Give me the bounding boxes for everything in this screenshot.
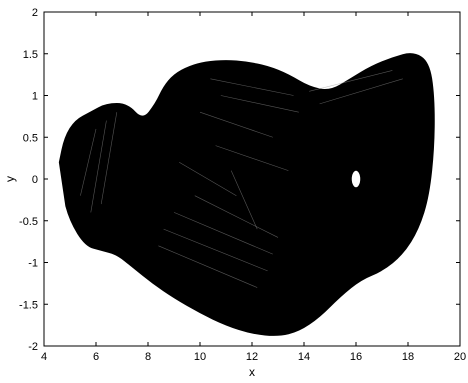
y-tick-label: -1.5 [19, 299, 38, 311]
x-axis-label: x [249, 365, 255, 379]
x-tick-label: 8 [145, 351, 151, 363]
plot-area [58, 53, 435, 336]
trajectory-streak [179, 162, 237, 196]
ticks: 4 6 8 10 12 14 16 18 20 -2 -1.5 -1 -0.5 0 0.5 1 1.5 2 [19, 7, 466, 363]
trajectory-streak [80, 128, 97, 196]
x-tick-label: 12 [246, 351, 258, 363]
attractor-hole [350, 169, 362, 189]
trajectory-streak [100, 112, 118, 205]
attractor-region [58, 53, 435, 336]
trajectory-streak [230, 170, 258, 230]
trajectory-streak [220, 95, 299, 113]
x-tick-label: 6 [93, 351, 99, 363]
y-tick-label: -0.5 [19, 216, 38, 228]
y-tick-label: 2 [32, 7, 38, 19]
x-tick-label: 14 [298, 351, 310, 363]
trajectory-streak [199, 111, 273, 138]
trajectory-streak [158, 245, 258, 288]
x-tick-label: 16 [350, 351, 362, 363]
y-tick-label: 0 [32, 174, 38, 186]
trajectory-streak [90, 120, 107, 213]
trajectory-streak [309, 70, 393, 92]
y-tick-label: 0.5 [23, 132, 38, 144]
x-tick-label: 18 [402, 351, 414, 363]
x-tick-label: 20 [454, 351, 466, 363]
y-tick-label: -2 [28, 341, 38, 353]
trajectory-streak [210, 78, 294, 96]
y-tick-label: 1 [32, 91, 38, 103]
x-tick-label: 4 [41, 351, 47, 363]
trajectory-streak [194, 195, 279, 238]
y-tick-label: 1.5 [23, 49, 38, 61]
x-tick-label: 10 [194, 351, 206, 363]
trajectory-streak [215, 145, 289, 171]
y-tick-label: -1 [28, 258, 38, 270]
trajectory-streak [319, 78, 403, 105]
trajectory-streak [163, 228, 268, 272]
trajectory-streak [173, 212, 273, 255]
y-axis-label: y [3, 176, 17, 182]
